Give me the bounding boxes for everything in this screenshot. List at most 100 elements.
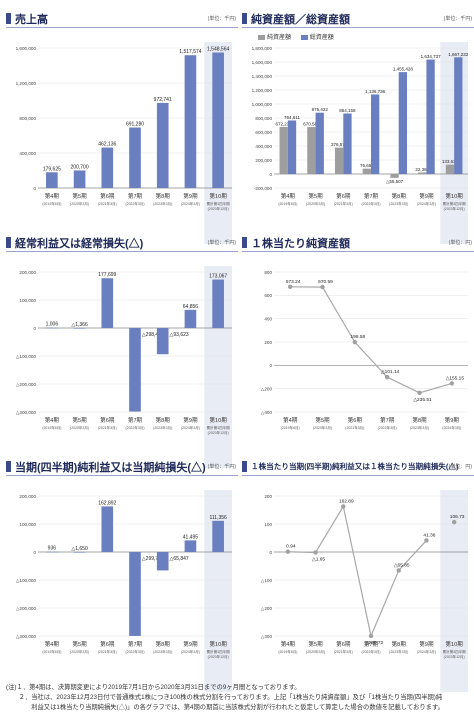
unit-label: (単位：千円): [207, 240, 236, 246]
y-tick-label: 800,000: [255, 116, 272, 121]
data-label: 22,361: [415, 167, 429, 172]
data-point: [396, 568, 401, 573]
y-tick-label: △200,000: [16, 606, 37, 611]
data-label: 133,633: [442, 159, 459, 164]
data-label: 41,495: [183, 534, 199, 540]
series-line: [290, 286, 453, 394]
bar: [184, 55, 197, 188]
data-label: 670,588: [303, 122, 320, 127]
x-tick-label: 第10期: [209, 640, 227, 648]
data-label: 376,577: [331, 142, 348, 147]
data-label: 76,659: [360, 163, 374, 168]
bar: [156, 328, 169, 355]
bar: [212, 52, 224, 189]
x-tick-label: 第6期: [336, 192, 351, 200]
y-tick-label: 0: [33, 186, 36, 191]
panel-title: １株当たり当期(四半期)純利益又は１株当たり当期純損失(△): [251, 462, 459, 471]
bar: [184, 540, 197, 552]
y-tick-label: 200,000: [19, 494, 36, 499]
x-tick-label: 第10期: [209, 192, 227, 200]
net-assets-per-share-chart: △400△2000200400600800第4期(2019年6月)第5期(202…: [261, 270, 468, 430]
data-point: [384, 374, 390, 380]
data-label: 764,611: [284, 115, 300, 120]
bar: [46, 327, 58, 329]
data-point: [424, 538, 429, 543]
y-tick-label: △300: [261, 634, 273, 639]
bar: [362, 168, 371, 174]
y-tick-label: △400: [261, 410, 273, 415]
bar: [101, 147, 114, 188]
data-label: 1,548,564: [207, 47, 229, 53]
footnote-2: ２．当社は、2023年12月23日付で普通株式1株につき100株の株式分割を行っ…: [6, 694, 443, 701]
panel-header: 純資産額／総資産額 (単位：千円): [242, 8, 474, 28]
bar: [390, 174, 399, 178]
data-point: [320, 284, 325, 290]
x-subtick-label: (2020年3月): [70, 425, 89, 430]
unit-label: (単位：円): [448, 240, 472, 246]
x-subtick-label: 累計第3四半期: [207, 649, 230, 654]
net-assets-total-assets-chart: -200,000 0 200,000 400,000 600,000 800,000 1,0…: [252, 42, 469, 244]
bar: [73, 552, 86, 553]
data-label: 691,280: [126, 122, 144, 128]
eps-chart: △300 △200 △100 0 100 200 第4期(2019年6月) 第5期(2020年…: [261, 490, 468, 692]
data-label: 111,356: [209, 515, 227, 521]
y-tick-label: △200: [261, 386, 273, 391]
data-label: 462,136: [98, 142, 116, 148]
data-label: 864,158: [339, 108, 356, 113]
x-tick-label: 第10期: [445, 192, 463, 200]
panel-header: １株当たり当期(四半期)純利益又は１株当たり当期純損失(△) (単位：円): [242, 456, 474, 476]
x-subtick-label: (2019年6月): [42, 201, 61, 206]
x-subtick-label: (2020年3月): [70, 649, 89, 654]
data-label: 162,892: [98, 500, 116, 506]
data-label: 106.73: [450, 514, 465, 520]
x-subtick-label: (2020年3月): [306, 649, 325, 654]
y-tick-label: 0: [269, 550, 272, 555]
panel-net-assets-per-share: １株当たり純資産額 (単位：円) △400 △200 0 200 400 600 800 第4…: [242, 232, 474, 454]
title-marker: [242, 461, 247, 472]
data-label: △55,507: [386, 179, 404, 184]
bar: [287, 120, 297, 174]
data-label: 198.58: [350, 334, 365, 340]
x-tick-label: 第5期: [315, 416, 330, 424]
panel-title: 売上高: [15, 14, 48, 26]
bar: [73, 170, 86, 188]
x-subtick-label: 累計第3四半期: [207, 425, 230, 430]
data-label: 173,067: [209, 274, 227, 280]
x-subtick-label: (2023年3月): [389, 201, 408, 206]
y-tick-label: 0: [269, 363, 272, 368]
title-marker: [242, 13, 247, 24]
bar: [156, 102, 169, 188]
title-rule: [6, 475, 238, 476]
panel-ordinary-income: 経常利益又は経常損失(△) (単位：千円) △300,000 △200,000 △1…: [6, 232, 238, 468]
x-tick-label: 第7期: [128, 640, 143, 648]
data-point: [313, 550, 318, 555]
panel-header: １株当たり純資産額 (単位：円): [242, 232, 474, 252]
x-subtick-label: (2023年12月): [444, 206, 465, 211]
data-label: △155.15: [446, 375, 465, 381]
legend-label: 純資産額: [267, 35, 292, 41]
x-subtick-label: (2021年3月): [98, 425, 117, 430]
footnotes: (注)１．第4期は、決算期変更により2019年7月1日から2020年3月31日ま…: [6, 683, 468, 713]
y-tick-label: 1,600,000: [16, 46, 37, 51]
data-label: 1,667,232: [448, 52, 469, 57]
bar: [184, 309, 197, 328]
x-subtick-label: (2022年3月): [125, 649, 144, 654]
x-subtick-label: (2021年3月): [98, 201, 117, 206]
x-tick-label: 第5期: [72, 192, 87, 200]
legend-item-total-assets: 総資産額: [300, 34, 334, 41]
data-point: [449, 381, 455, 386]
x-tick-label: 第9期: [183, 640, 198, 648]
panel-title: 純資産額／総資産額: [251, 14, 350, 26]
x-subtick-label: (2019年6月): [278, 649, 297, 654]
bar: [129, 552, 141, 636]
y-tick-label: 200,000: [19, 270, 36, 275]
footnote-1: (注)１．第4期は、決算期変更により2019年7月1日から2020年3月31日ま…: [6, 684, 301, 691]
y-tick-label: 200: [264, 494, 272, 499]
data-label: 200,700: [71, 164, 89, 170]
panel-net-assets-total-assets: 純資産額／総資産額 (単位：千円) 純資産額 総資産額 -200,000 0 200…: [242, 8, 474, 244]
bar: [315, 112, 324, 174]
unit-label: (単位：千円): [443, 16, 472, 22]
x-tick-label: 第8期: [412, 416, 427, 424]
legend-swatch: [258, 34, 265, 40]
data-label: 673.24: [286, 279, 301, 285]
